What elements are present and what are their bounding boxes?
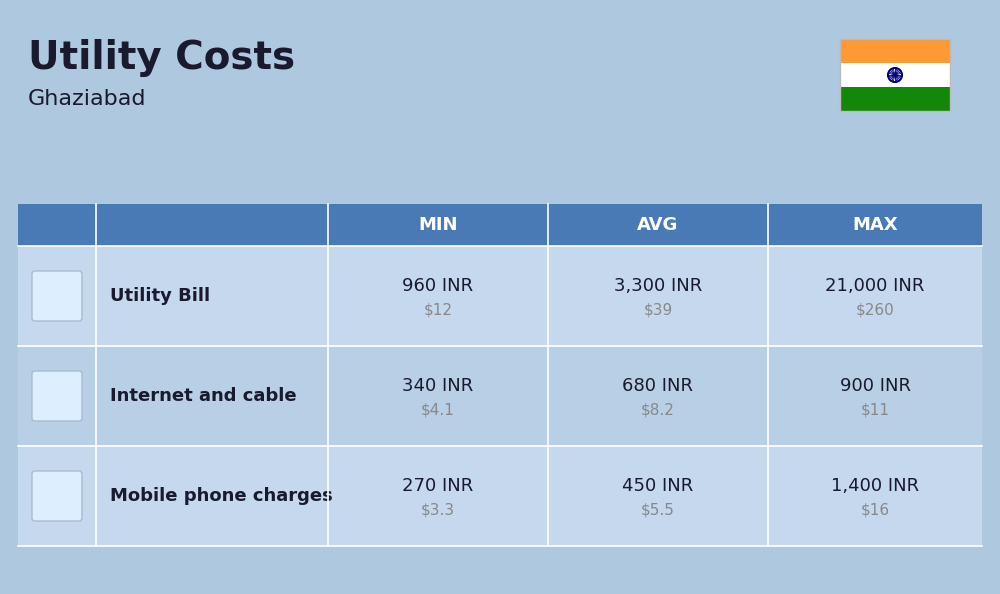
Text: 680 INR: 680 INR (622, 377, 694, 395)
Text: 900 INR: 900 INR (840, 377, 910, 395)
Text: MAX: MAX (852, 216, 898, 234)
Text: $16: $16 (860, 503, 890, 517)
Text: 3,300 INR: 3,300 INR (614, 277, 702, 295)
Bar (18, 204, 982, 246)
Text: Utility Bill: Utility Bill (110, 287, 210, 305)
Bar (840, 39, 950, 111)
Text: $260: $260 (856, 302, 894, 318)
Text: $8.2: $8.2 (641, 403, 675, 418)
Bar (18, 446, 982, 546)
Text: $4.1: $4.1 (421, 403, 455, 418)
Text: Utility Costs: Utility Costs (28, 39, 295, 77)
FancyBboxPatch shape (32, 371, 82, 421)
Text: MIN: MIN (418, 216, 458, 234)
Bar (18, 246, 982, 346)
Text: 1,400 INR: 1,400 INR (831, 477, 919, 495)
Text: 270 INR: 270 INR (402, 477, 474, 495)
Text: $39: $39 (643, 302, 673, 318)
Bar (840, 63, 950, 87)
Bar (18, 346, 982, 446)
FancyBboxPatch shape (32, 471, 82, 521)
Text: $12: $12 (424, 302, 452, 318)
Text: Ghaziabad: Ghaziabad (28, 89, 146, 109)
Text: 21,000 INR: 21,000 INR (825, 277, 925, 295)
Bar (840, 87, 950, 111)
FancyBboxPatch shape (32, 271, 82, 321)
Text: $11: $11 (860, 403, 890, 418)
Bar (840, 39, 950, 63)
Text: Internet and cable: Internet and cable (110, 387, 297, 405)
Text: $3.3: $3.3 (421, 503, 455, 517)
Text: Mobile phone charges: Mobile phone charges (110, 487, 333, 505)
Text: 450 INR: 450 INR (622, 477, 694, 495)
Text: $5.5: $5.5 (641, 503, 675, 517)
Text: AVG: AVG (637, 216, 679, 234)
Text: 960 INR: 960 INR (402, 277, 474, 295)
Text: 340 INR: 340 INR (402, 377, 474, 395)
